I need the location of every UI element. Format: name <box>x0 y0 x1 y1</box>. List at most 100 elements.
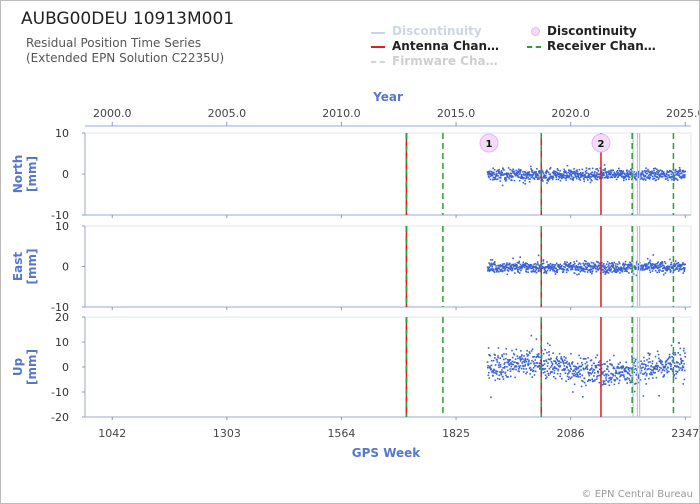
data-point <box>511 171 514 173</box>
data-point <box>554 170 557 173</box>
data-point <box>525 353 528 355</box>
legend-antenna-change-label[interactable]: Antenna Chan… <box>392 39 500 53</box>
data-point <box>667 370 670 373</box>
data-point <box>566 269 568 271</box>
data-point <box>591 364 593 367</box>
data-point <box>676 362 678 364</box>
data-point <box>549 168 551 170</box>
data-point <box>661 360 663 363</box>
y-tick-label-up-4: -20 <box>51 411 69 424</box>
bottom-axis-tick-label-3: 1825 <box>442 427 470 440</box>
data-point <box>661 261 663 263</box>
data-point <box>566 172 568 174</box>
data-point <box>629 173 632 175</box>
data-point <box>518 168 520 171</box>
data-point <box>559 263 562 266</box>
legend-firmware-change-icon <box>371 61 385 63</box>
y-tick-label-east-2: -10 <box>51 301 69 314</box>
data-point <box>593 362 595 365</box>
data-point <box>528 181 531 183</box>
data-point <box>607 177 609 179</box>
data-point <box>546 370 549 372</box>
data-point <box>529 373 531 375</box>
data-point <box>538 364 541 367</box>
data-point <box>603 383 605 385</box>
data-point <box>524 365 526 367</box>
data-point <box>682 365 684 367</box>
data-point <box>514 358 517 360</box>
data-point <box>533 363 535 365</box>
data-point <box>572 265 574 268</box>
copyright-footer: © EPN Central Bureau <box>581 489 693 500</box>
data-point <box>635 374 638 376</box>
legend-receiver-change-label[interactable]: Receiver Chan… <box>547 39 656 53</box>
data-point <box>633 173 635 176</box>
data-point <box>669 362 672 364</box>
data-point <box>579 179 582 181</box>
data-point <box>623 172 626 175</box>
data-point <box>664 272 667 274</box>
legend-discontinuity-circle-label[interactable]: Discontinuity <box>547 24 637 38</box>
data-point <box>550 175 553 178</box>
data-point <box>662 270 664 272</box>
data-point <box>559 176 561 179</box>
data-point <box>502 375 504 378</box>
data-point <box>625 172 628 175</box>
data-point <box>579 357 582 359</box>
data-point <box>516 264 518 266</box>
data-point <box>651 264 653 267</box>
data-point <box>628 266 631 269</box>
data-point <box>669 271 672 273</box>
data-point <box>590 266 592 268</box>
data-point <box>576 169 578 171</box>
data-point <box>654 167 656 170</box>
data-point <box>524 266 526 269</box>
data-point <box>505 177 507 179</box>
data-point <box>537 254 540 257</box>
data-point <box>617 173 620 175</box>
data-point <box>517 266 519 269</box>
data-point <box>549 167 552 169</box>
data-point <box>660 265 663 268</box>
data-point <box>543 363 546 365</box>
data-point <box>530 168 532 170</box>
data-point <box>595 264 597 267</box>
data-point <box>591 265 594 268</box>
data-point <box>635 261 638 264</box>
data-point <box>637 377 639 380</box>
data-point <box>604 169 606 171</box>
data-point <box>579 171 582 174</box>
data-point <box>590 359 593 361</box>
legend-firmware-change-label[interactable]: Firmware Cha… <box>392 54 498 68</box>
data-point <box>542 262 545 265</box>
data-point <box>497 271 500 273</box>
data-point <box>548 173 551 175</box>
data-point <box>573 170 576 173</box>
data-point <box>621 170 624 173</box>
data-point <box>595 365 598 367</box>
y-tick-label-up-1: 10 <box>55 336 69 349</box>
data-point <box>611 364 613 367</box>
data-point <box>573 383 576 386</box>
data-point <box>606 368 609 371</box>
data-point <box>500 268 503 271</box>
data-point <box>498 172 501 175</box>
data-point <box>564 266 566 268</box>
data-point <box>619 170 621 173</box>
data-point <box>628 367 630 370</box>
legend-discontinuity-line-label[interactable]: Discontinuity <box>392 24 482 38</box>
data-point <box>571 361 574 363</box>
data-point <box>683 369 686 372</box>
data-point <box>555 357 558 360</box>
data-point <box>511 169 513 172</box>
data-point <box>601 268 604 271</box>
data-point <box>545 377 547 380</box>
data-point <box>662 173 664 176</box>
data-point <box>647 267 650 269</box>
data-point <box>634 360 636 362</box>
data-point <box>509 363 511 365</box>
data-point <box>619 375 621 378</box>
data-point <box>545 176 548 179</box>
data-point <box>488 371 490 374</box>
y-tick-label-north-1: 0 <box>62 168 69 181</box>
